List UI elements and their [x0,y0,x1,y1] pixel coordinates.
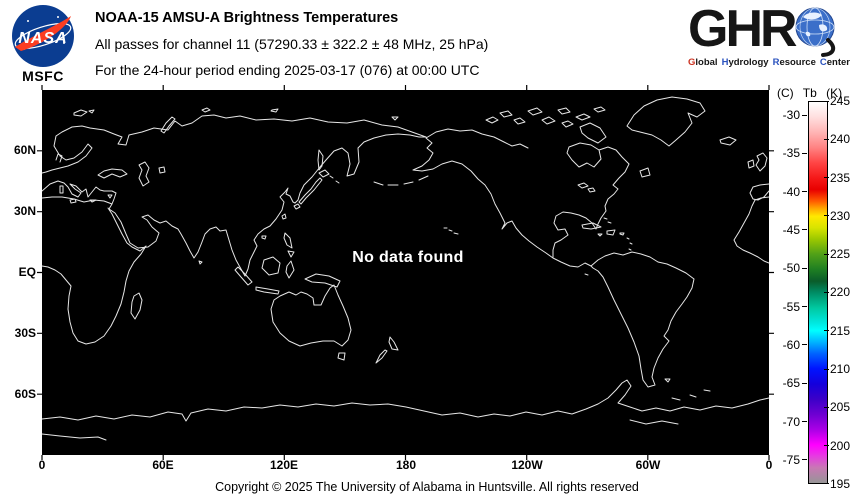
nasa-red-swoosh-icon [15,16,71,51]
tagline-initial-c: C [819,57,827,68]
celsius-tick-label: -60 [768,338,807,352]
kelvin-tick-label: 200 [824,439,850,453]
celsius-tick-label: -40 [768,185,807,199]
celsius-tick-label: -30 [768,108,807,122]
coastlines [42,96,769,441]
tagline-initial-r: R [772,57,780,68]
globe-icon [795,7,835,57]
kelvin-tick-label: 195 [824,477,850,491]
kelvin-tick-label: 230 [824,209,850,223]
colorbar-kelvin-labels: 245 240 235 230 225 220 215 210 205 200 195 [824,94,850,491]
celsius-tick-label: -55 [768,300,807,314]
lat-label: EQ [18,265,36,279]
nasa-wordmark: NASA [18,30,67,47]
ghrc-logo[interactable]: GHR Global Hydrology Resource Center [688,2,850,68]
lon-label: 120E [269,458,299,472]
lon-label: 0 [38,458,46,472]
kelvin-tick-label: 245 [824,94,850,108]
celsius-tick-label: -35 [768,146,807,160]
tagline-initial-h: H [721,57,729,68]
kelvin-tick-label: 225 [824,247,850,261]
map-background [42,90,769,455]
plot-subtitle-period: For the 24-hour period ending 2025-03-17… [95,62,480,78]
plot-title: NOAA-15 AMSU-A Brightness Temperatures [95,10,399,26]
kelvin-tick-label: 235 [824,171,850,185]
kelvin-tick-label: 220 [824,285,850,299]
kelvin-tick-label: 205 [824,400,850,414]
celsius-tick-label: -50 [768,261,807,275]
tagline-initial-g: G [688,57,696,68]
globe-stand [820,38,835,57]
lon-label: 60E [152,458,174,472]
celsius-tick-label: -75 [768,453,807,467]
lon-label: 180 [395,458,417,472]
ghrc-wordmark: GHR [688,2,850,58]
lat-label: 30S [14,326,36,340]
celsius-tick-label: -45 [768,223,807,237]
lat-label: 60S [14,387,36,401]
msfc-label: MSFC [22,68,64,84]
plot-subtitle-channel: All passes for channel 11 (57290.33 ± 32… [95,36,489,52]
kelvin-tick-label: 210 [824,362,850,376]
lat-label: 60N [13,143,36,157]
no-data-message: No data found [352,249,464,266]
ghrc-letters: GHR [688,0,798,58]
kelvin-tick-label: 215 [824,324,850,338]
colorbar-celsius-labels: -30 -35 -40 -45 -50 -55 -60 -65 -70 -75 [768,108,807,467]
copyright-notice: Copyright © 2025 The University of Alaba… [215,480,639,494]
nasa-logo[interactable]: NASA [10,3,76,69]
kelvin-tick-label: 240 [824,132,850,146]
celsius-tick-label: -65 [768,376,807,390]
world-map [37,85,774,460]
lon-label: 60W [635,458,661,472]
lat-label: 30N [13,204,36,218]
lon-label: 120W [511,458,543,472]
celsius-tick-label: -70 [768,415,807,429]
ghrc-tagline: Global Hydrology Resource Center [688,57,850,68]
nasa-orbit-ring [14,23,72,49]
